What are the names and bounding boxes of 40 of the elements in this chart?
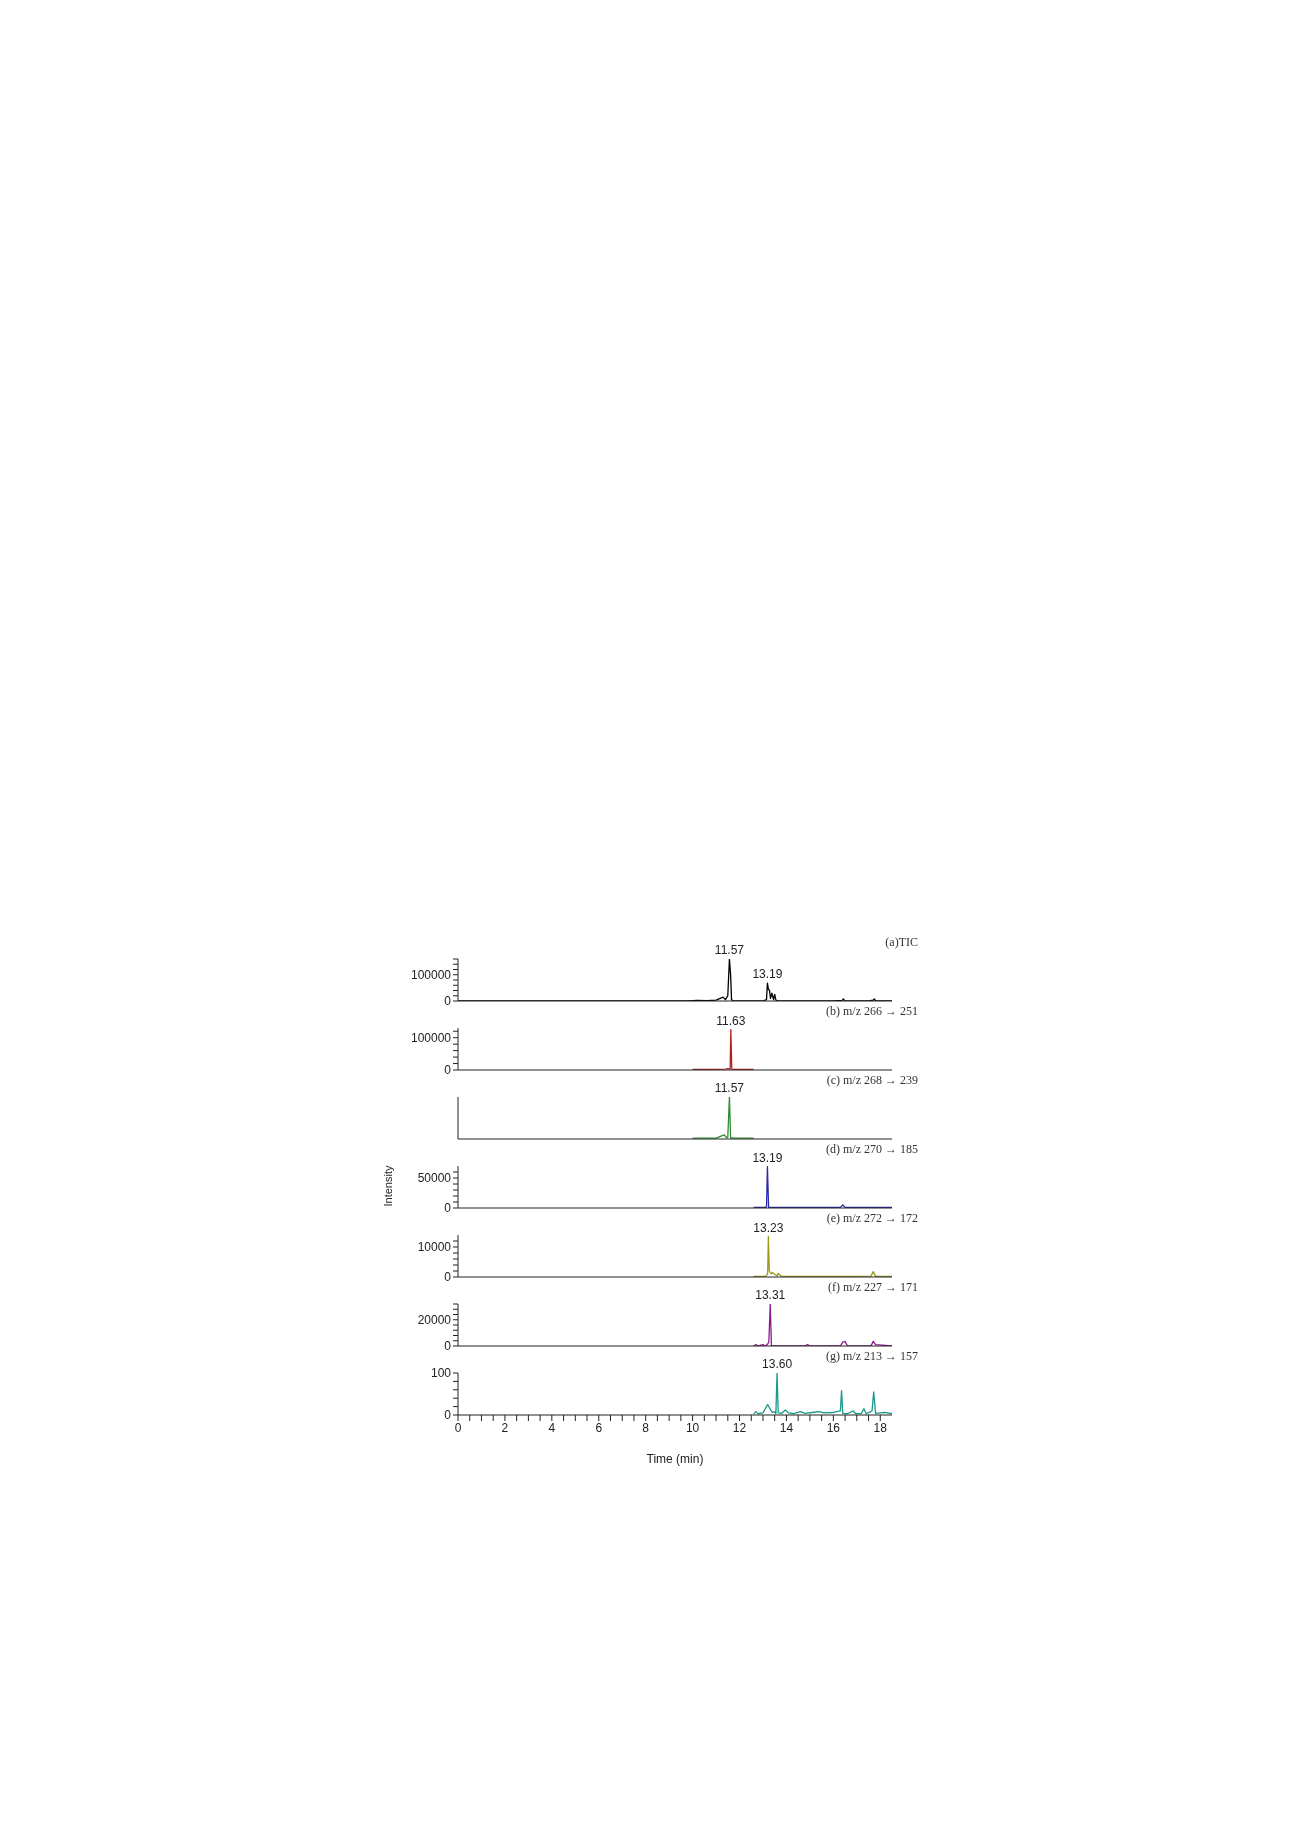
annotation: 13.19 [752,967,783,982]
chart-title: (e) m/z 272 → 172 [826,1211,918,1226]
annotation: 13.23 [753,1220,784,1235]
y-tick-label: 0 [444,1063,452,1078]
y-tick-label: 0 [444,994,452,1009]
x-tick-label: 6 [595,1420,603,1435]
x-tick-label: 14 [779,1420,794,1435]
x-axis-title: Time (min) [646,1452,704,1466]
x-tick-label: 10 [685,1420,700,1435]
annotation: 13.60 [762,1357,793,1371]
y-tick-label: 100000 [410,1030,452,1045]
y-tick-label: 100000 [410,968,452,983]
chart-title: (d) m/z 270 → 185 [826,1142,918,1157]
line-series [752,1373,892,1415]
x-tick-label: 12 [732,1420,747,1435]
annotation: 11.57 [714,1081,745,1095]
y-tick-label: 50000 [417,1171,452,1186]
annotation: 13.19 [752,1150,783,1165]
y-tick-label: 0 [444,1408,452,1423]
x-tick-label: 2 [501,1420,509,1435]
y-tick-label: 10000 [417,1240,452,1255]
annotation: 13.31 [755,1288,786,1302]
y-tick-label: 0 [444,1339,452,1354]
chart-title: (g) m/z 213 → 157 [826,1349,918,1364]
y-axis-title: Intensity [382,1164,394,1209]
chart-title: (c) m/z 268 → 239 [826,1073,918,1088]
x-tick-label: 4 [548,1420,556,1435]
annotation: 11.57 [714,943,745,957]
chart-title: (f) m/z 227 → 171 [828,1280,918,1295]
chart-title: (b) m/z 266 → 251 [826,1004,918,1019]
chart-title: (a)TIC [885,935,918,950]
y-tick-label: 20000 [417,1313,452,1328]
x-tick-label: 0 [454,1420,462,1435]
x-tick-label: 18 [873,1420,888,1435]
annotation: 11.63 [716,1013,746,1028]
y-tick-label: 0 [444,1270,452,1285]
y-tick-label: 0 [444,1201,452,1216]
x-tick-label: 16 [826,1420,841,1435]
x-tick-label: 8 [642,1420,650,1435]
y-tick-label: 100 [430,1366,452,1381]
